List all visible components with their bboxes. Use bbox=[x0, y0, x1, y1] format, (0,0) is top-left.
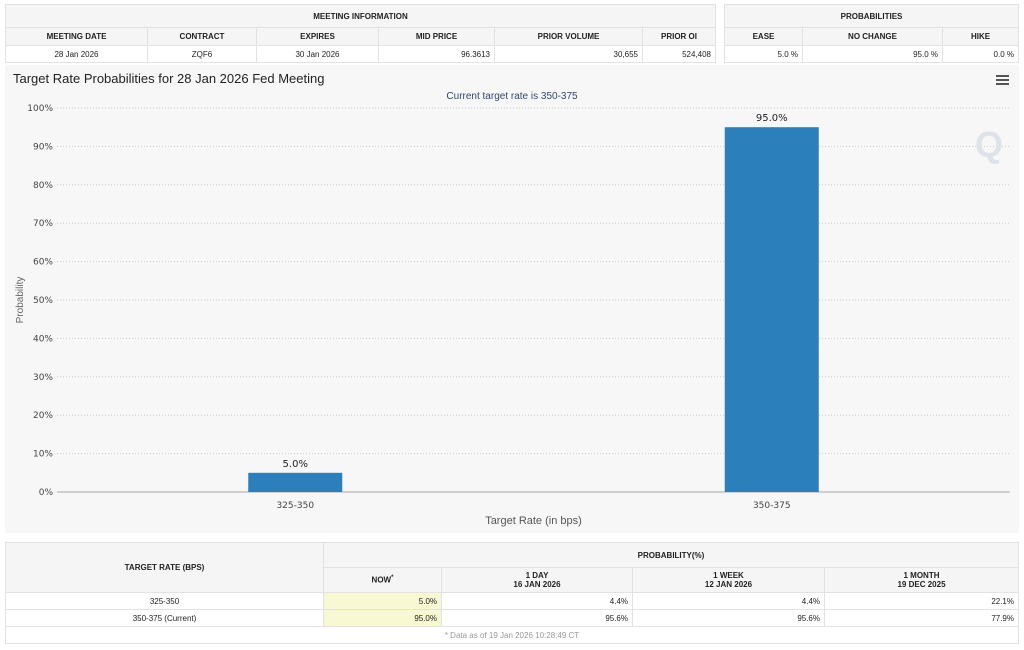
col-1-month: 1 MONTH 19 DEC 2025 bbox=[824, 567, 1019, 593]
meeting-information-table: MEETING INFORMATION MEETING DATE CONTRAC… bbox=[5, 4, 716, 63]
cell: 4.4% bbox=[441, 592, 633, 610]
cell: 5.0% bbox=[323, 592, 442, 610]
target-rate-header: TARGET RATE (BPS) bbox=[5, 542, 324, 593]
y-tick-label: 100% bbox=[27, 104, 53, 114]
cell: 77.9% bbox=[824, 609, 1019, 627]
bar bbox=[724, 127, 819, 492]
chart-panel: 0% 10% 20% 30% 40% 50% 60% 70% 80% 90% 100% 5.0% 325… bbox=[5, 65, 1019, 533]
probability-header: PROBABILITY(%) bbox=[323, 542, 1019, 568]
col-label: 1 WEEK bbox=[713, 571, 744, 580]
footnote-marker: * bbox=[391, 575, 394, 582]
y-tick-label: 30% bbox=[33, 373, 53, 383]
probability-history-table: TARGET RATE (BPS) PROBABILITY(%) NOW* 1 … bbox=[5, 542, 1019, 644]
col-1-week: 1 WEEK 12 JAN 2026 bbox=[632, 567, 825, 593]
meeting-info-header: MEETING INFORMATION bbox=[5, 4, 716, 28]
col-header: EASE bbox=[724, 27, 803, 46]
y-axis-title: Probability bbox=[15, 277, 26, 324]
col-date: 19 DEC 2025 bbox=[897, 580, 946, 589]
y-tick-label: 70% bbox=[33, 219, 53, 229]
logo-watermark-icon: Q bbox=[975, 124, 1003, 165]
chart-title: Target Rate Probabilities for 28 Jan 202… bbox=[13, 71, 325, 86]
cell: 95.0% bbox=[323, 609, 442, 627]
cell: 4.4% bbox=[632, 592, 825, 610]
cell: 30 Jan 2026 bbox=[256, 45, 379, 63]
cell: 5.0 % bbox=[724, 45, 803, 63]
cell: 95.6% bbox=[632, 609, 825, 627]
cell: 95.6% bbox=[441, 609, 633, 627]
bar-chart: 0% 10% 20% 30% 40% 50% 60% 70% 80% 90% 100% 5.0% 325… bbox=[15, 104, 1010, 527]
col-header: PRIOR VOLUME bbox=[494, 27, 643, 46]
data-label: 95.0% bbox=[756, 113, 788, 124]
col-1-day: 1 DAY 16 JAN 2026 bbox=[441, 567, 633, 593]
table-row: 325-350 5.0% 4.4% 4.4% 22.1% bbox=[5, 592, 1019, 610]
cell: ZQF6 bbox=[147, 45, 257, 63]
footnote: * Data as of 19 Jan 2026 10:28:49 CT bbox=[5, 626, 1019, 644]
x-axis-title: Target Rate (in bps) bbox=[485, 515, 582, 527]
probabilities-table: PROBABILITIES EASE NO CHANGE HIKE 5.0 % … bbox=[724, 4, 1019, 63]
y-tick-label: 90% bbox=[33, 142, 53, 152]
bar bbox=[248, 472, 343, 492]
col-header: CONTRACT bbox=[147, 27, 257, 46]
cell: 0.0 % bbox=[942, 45, 1019, 63]
y-tick-label: 10% bbox=[33, 450, 53, 460]
rate-cell: 325-350 bbox=[5, 592, 324, 610]
col-label: 1 MONTH bbox=[903, 571, 940, 580]
col-now: NOW* bbox=[323, 567, 442, 593]
col-header: HIKE bbox=[942, 27, 1019, 46]
cell: 95.0 % bbox=[802, 45, 943, 63]
col-header: PRIOR OI bbox=[642, 27, 716, 46]
x-tick-label: 350-375 bbox=[753, 501, 791, 511]
cell: 30,655 bbox=[494, 45, 643, 63]
y-tick-label: 50% bbox=[33, 296, 53, 306]
probabilities-header: PROBABILITIES bbox=[724, 4, 1019, 28]
cell: 524,408 bbox=[642, 45, 716, 63]
y-tick-label: 60% bbox=[33, 258, 53, 268]
col-header: MID PRICE bbox=[378, 27, 495, 46]
col-date: 12 JAN 2026 bbox=[704, 580, 753, 589]
col-label: 1 DAY bbox=[525, 571, 549, 580]
y-tick-label: 0% bbox=[39, 488, 54, 498]
x-tick-label: 325-350 bbox=[276, 501, 314, 511]
col-date: 16 JAN 2026 bbox=[513, 580, 561, 589]
hamburger-menu-icon[interactable] bbox=[996, 75, 1009, 87]
col-header: NO CHANGE bbox=[802, 27, 943, 46]
y-tick-label: 40% bbox=[33, 334, 53, 344]
y-tick-label: 20% bbox=[33, 411, 53, 421]
cell: 96.3613 bbox=[378, 45, 495, 63]
cell: 22.1% bbox=[824, 592, 1019, 610]
col-header: EXPIRES bbox=[256, 27, 379, 46]
col-label: NOW bbox=[371, 575, 392, 585]
data-label: 5.0% bbox=[283, 459, 308, 470]
col-header: MEETING DATE bbox=[5, 27, 148, 46]
rate-cell: 350-375 (Current) bbox=[5, 609, 324, 627]
chart-subtitle: Current target rate is 350-375 bbox=[446, 91, 578, 102]
cell: 28 Jan 2026 bbox=[5, 45, 148, 63]
y-tick-label: 80% bbox=[33, 181, 53, 191]
table-row: 350-375 (Current) 95.0% 95.6% 95.6% 77.9… bbox=[5, 609, 1019, 627]
